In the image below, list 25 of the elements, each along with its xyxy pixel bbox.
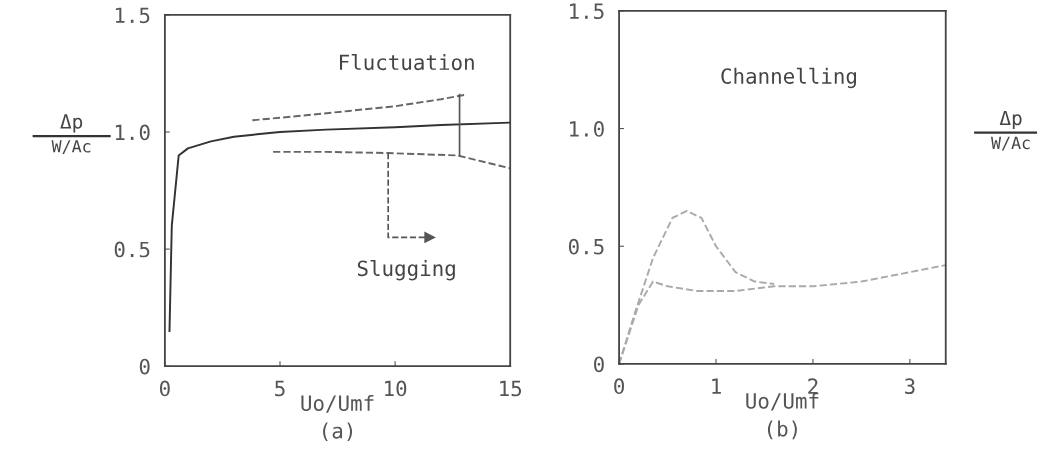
x-tick-label: 5 [275, 380, 285, 397]
y-tick-label: 1.0 [115, 124, 150, 141]
annotation: Slugging [357, 259, 455, 281]
x-tick-label: 1 [712, 378, 721, 394]
x-tick-label: 0 [159, 380, 170, 397]
y-tick-label: 0.5 [568, 238, 604, 255]
x-tick-label: 15 [500, 380, 522, 397]
x-tick-label: 3 [905, 378, 915, 395]
y-axis-title: Δp W/Ac [51, 114, 91, 154]
x-axis-title: Uo/Umf [301, 394, 374, 413]
y-tick-label: 1.0 [570, 121, 604, 137]
x-axis-title: Uo/Umf [746, 392, 819, 411]
text: (b) [767, 420, 797, 440]
x-tick-label: 0 [614, 378, 625, 395]
y-tick-label: 0.5 [114, 241, 150, 258]
annotation: Fluctuation [339, 53, 474, 71]
x-tick-label: 2 [808, 378, 818, 394]
x-tick-label: 10 [385, 380, 407, 397]
y-axis-title: Δp W/Ac [991, 110, 1030, 151]
text: (a) [323, 422, 353, 442]
annotation: Channelling [721, 67, 856, 89]
y-tick-label: 0 [139, 358, 150, 375]
y-tick-label: 1.5 [115, 7, 150, 24]
y-tick-label: 0 [594, 356, 604, 373]
y-tick-label: 1.5 [570, 3, 604, 20]
